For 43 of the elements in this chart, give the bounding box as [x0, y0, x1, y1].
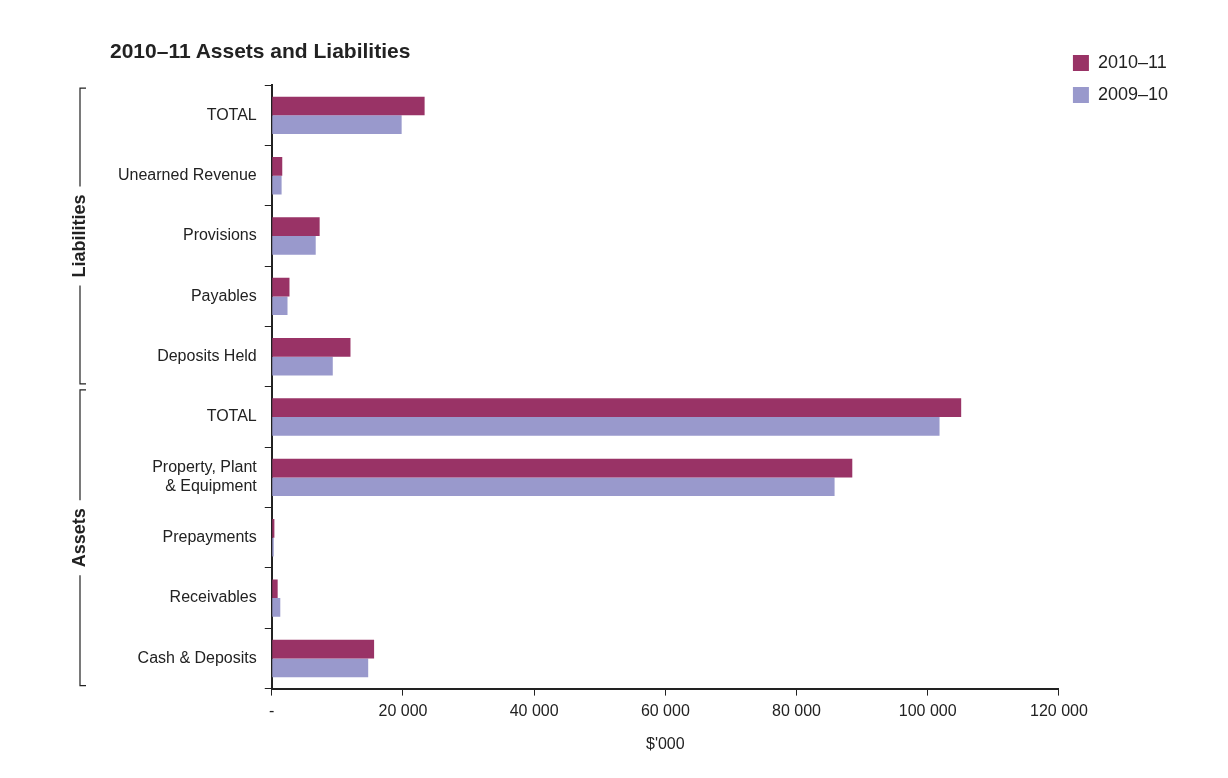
text: Assets: [68, 508, 89, 568]
bar: [272, 579, 278, 599]
x-tick-label: 40 000: [509, 701, 559, 719]
y-tick-label: Provisions: [182, 226, 257, 244]
y-tick-label: Prepayments: [162, 528, 257, 546]
bar: [272, 417, 940, 436]
bar: [272, 639, 375, 659]
category-label: & Equipment: [165, 477, 257, 495]
y-tick-label: Cash & Deposits: [137, 648, 257, 666]
y-tick-label: Receivables: [169, 588, 257, 606]
y-tick-label: Unearned Revenue: [118, 166, 257, 184]
x-tick-label: 100 000: [898, 701, 957, 719]
x-tick-label: 120 000: [1030, 701, 1088, 719]
y-tick-label: TOTAL: [206, 407, 257, 425]
chart-title: 2010–11 Assets and Liabilities: [110, 39, 411, 63]
bar: [272, 477, 835, 497]
bar: [272, 519, 275, 538]
y-tick-label: Deposits Held: [157, 347, 257, 365]
bar: [272, 458, 853, 478]
legend-label: 2009–10: [1097, 83, 1168, 104]
category-label: Property, Plant: [152, 458, 257, 476]
bar: [272, 296, 288, 316]
text: Liabilities: [68, 194, 89, 278]
x-tick-label: 80 000: [772, 701, 822, 719]
bar: [272, 157, 283, 176]
x-tick-label: 20 000: [378, 701, 428, 719]
bar: [272, 356, 333, 376]
bar: [272, 175, 282, 195]
x-tick-label: 60 000: [640, 701, 690, 719]
bar: [272, 338, 351, 357]
bar: [272, 658, 369, 678]
legend-label: 2010–11: [1097, 51, 1167, 72]
y-tick-label: TOTAL: [206, 105, 257, 123]
x-axis-title: $'000: [646, 734, 685, 752]
bar: [272, 217, 320, 237]
bar: [272, 115, 402, 135]
bar: [272, 236, 316, 255]
x-tick-label: -: [269, 701, 275, 719]
y-tick-label: Payables: [190, 286, 257, 304]
bar: [272, 398, 962, 418]
bar: [272, 277, 290, 297]
bar: [272, 96, 425, 116]
bar: [272, 598, 281, 617]
